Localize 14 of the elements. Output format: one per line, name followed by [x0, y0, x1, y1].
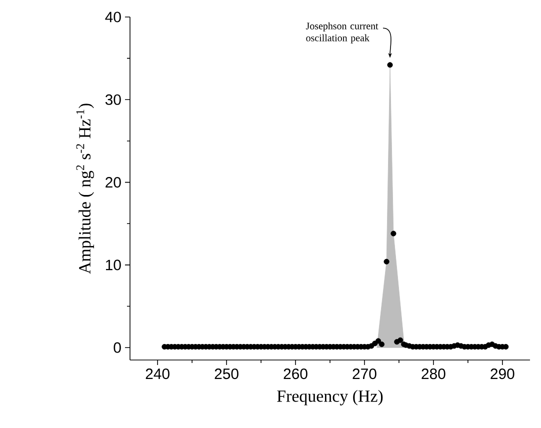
x-tick-label: 290: [490, 368, 514, 380]
y-tick-label: 20: [106, 177, 121, 188]
annotation: Josephson current oscillation peak: [306, 22, 378, 44]
x-tick-label: 270: [352, 368, 376, 380]
x-tick-label: 240: [146, 368, 170, 380]
y-axis-title: Amplitude ( ng$^{2}$ s$^{-2}$ Hz$^{-1}$): [76, 104, 94, 274]
y-tick-label: 30: [105, 94, 121, 105]
y-tick-label: 40: [105, 12, 121, 22]
x-tick-label: 250: [214, 368, 238, 380]
x-tick-label: 280: [422, 368, 446, 380]
x-tick-label: 260: [284, 368, 308, 380]
x-axis-title: Frequency (Hz): [277, 390, 383, 406]
y-tick-label: 10: [106, 260, 121, 270]
y-tick-label: 0: [114, 342, 121, 353]
